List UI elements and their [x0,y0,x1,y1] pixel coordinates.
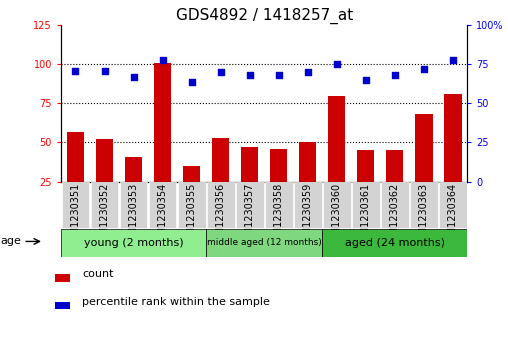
Bar [270,149,288,220]
Point [449,57,457,63]
Text: GSM1230364: GSM1230364 [448,183,458,248]
Bar [154,63,171,220]
Point [72,68,80,74]
Text: count: count [82,269,114,279]
Bar [67,131,84,220]
Bar [265,182,293,228]
Bar [119,182,147,228]
Bar [328,95,345,220]
Text: GSM1230356: GSM1230356 [215,183,226,248]
Point [216,69,225,75]
Bar [96,139,113,220]
Text: GSM1230357: GSM1230357 [245,183,255,248]
Point [362,77,370,83]
Bar [206,229,322,257]
Bar [323,182,351,228]
Bar [444,94,462,220]
Point [420,66,428,72]
Text: GSM1230358: GSM1230358 [274,183,283,248]
Bar [183,166,200,220]
Bar [322,229,467,257]
Text: age: age [1,236,21,246]
Text: GSM1230352: GSM1230352 [100,183,110,248]
Point [275,73,283,78]
Bar [381,182,409,228]
Point [130,74,138,80]
Point [391,73,399,78]
Bar [415,114,432,220]
Point [101,68,109,74]
Bar [61,229,206,257]
Bar [357,150,374,220]
Bar [236,182,264,228]
Text: middle aged (12 months): middle aged (12 months) [207,238,322,247]
Text: GSM1230353: GSM1230353 [129,183,139,248]
Text: GSM1230354: GSM1230354 [157,183,168,248]
Bar [386,150,403,220]
Bar [55,274,70,282]
Text: GSM1230355: GSM1230355 [186,183,197,248]
Point [245,73,253,78]
Bar [294,182,322,228]
Bar [299,142,316,220]
Title: GDS4892 / 1418257_at: GDS4892 / 1418257_at [176,8,353,24]
Bar [178,182,206,228]
Text: GSM1230361: GSM1230361 [361,183,371,248]
Bar [207,182,235,228]
Text: GSM1230363: GSM1230363 [419,183,429,248]
Bar [241,147,259,220]
Bar [352,182,379,228]
Bar [149,182,176,228]
Bar [90,182,118,228]
Text: GSM1230351: GSM1230351 [71,183,80,248]
Bar [410,182,438,228]
Bar [55,302,70,309]
Point [304,69,312,75]
Point [158,57,167,63]
Text: GSM1230359: GSM1230359 [303,183,313,248]
Bar [212,138,229,220]
Bar [61,182,89,228]
Text: aged (24 months): aged (24 months) [345,238,445,248]
Text: GSM1230360: GSM1230360 [332,183,342,248]
Point [187,79,196,85]
Bar [439,182,467,228]
Text: young (2 months): young (2 months) [84,238,183,248]
Text: percentile rank within the sample: percentile rank within the sample [82,297,270,307]
Point [333,61,341,68]
Bar [125,156,142,220]
Text: GSM1230362: GSM1230362 [390,183,400,248]
